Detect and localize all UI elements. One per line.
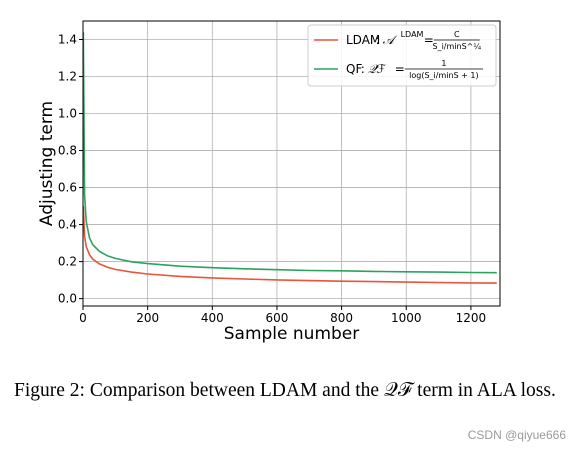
figure-caption: Figure 2: Comparison between LDAM and th…: [14, 380, 556, 401]
x-tick-label: 0: [79, 311, 87, 325]
y-tick-label: 1.0: [58, 107, 77, 121]
legend-colon: :: [376, 33, 380, 47]
x-tick-label: 800: [330, 311, 353, 325]
y-tick-label: 1.4: [58, 33, 77, 47]
y-tick-label: 1.2: [58, 70, 77, 84]
y-tick-label: 0.6: [58, 181, 77, 195]
series-line-ldam: [82, 206, 497, 284]
y-tick-label: 0.0: [58, 292, 77, 306]
legend-formula-lhs: 𝒬ℱ: [368, 62, 387, 76]
x-tick-label: 600: [266, 311, 289, 325]
legend-formula-equals: =: [395, 62, 405, 76]
legend-formula-lhs: 𝒜: [383, 33, 398, 47]
legend-formula-sup: LDAM: [401, 30, 424, 39]
legend-formula-numerator: 1: [441, 59, 446, 68]
legend-formula-denominator: log(S_i/minS + 1): [409, 71, 478, 80]
legend-label: QF: [346, 62, 362, 76]
legend-formula-denominator: S_i/minS^¼: [432, 42, 481, 51]
series-lines: [82, 32, 497, 284]
legend-formula-equals: =: [424, 33, 434, 47]
y-tick-label: 0.8: [58, 144, 77, 158]
x-tick-label: 400: [201, 311, 224, 325]
legend: LDAM: 𝒜 LDAM = CS_i/minS^¼QF: 𝒬ℱ = 1log(S_i/min…: [307, 24, 497, 87]
series-line-qf: [82, 32, 497, 274]
x-tick-label: 1200: [456, 311, 487, 325]
legend-label: LDAM: [346, 33, 380, 47]
y-tick-label: 0.2: [58, 255, 77, 269]
legend-formula-numerator: C: [454, 30, 460, 39]
legend-entry-qf: QF: 𝒬ℱ = 1 log(S_i/minS + 1): [346, 59, 483, 80]
plot-frame: [82, 20, 501, 307]
x-axis-label: Sample number: [224, 324, 360, 344]
watermark: CSDN @qiyue666: [467, 428, 566, 442]
legend-entry-ldam: LDAM: 𝒜 LDAM = CS_i/minS^¼: [346, 30, 481, 51]
legend-colon: :: [361, 62, 365, 76]
line-chart: 0 200 400 600 800 1000 1200 0.0 0.2 0.4 0.6 0.8 1.0 1…: [37, 20, 501, 344]
y-tick-label: 0.4: [58, 218, 77, 232]
x-tick-label: 200: [136, 311, 159, 325]
x-tick-label: 1000: [391, 311, 422, 325]
y-axis-label: Adjusting term: [37, 101, 57, 226]
axis-ticks: 0 200 400 600 800 1000 1200 0.0 0.2 0.4 0.6 0.8 1.0 1…: [58, 33, 486, 325]
